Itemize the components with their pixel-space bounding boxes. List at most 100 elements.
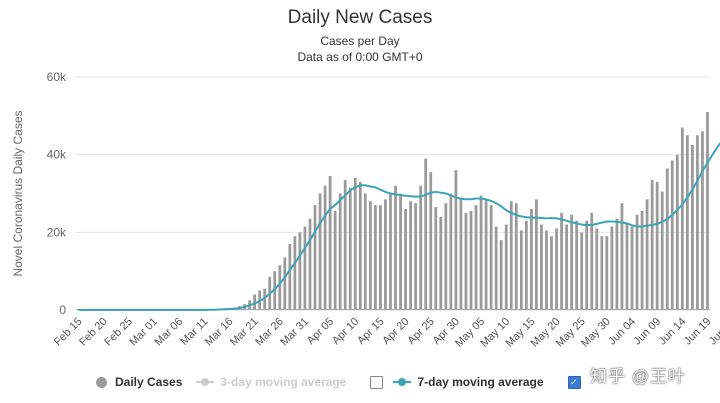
bar [358, 181, 362, 310]
watermark: 知乎 @王叶 [590, 367, 686, 386]
bar [540, 224, 543, 310]
bar [363, 193, 367, 310]
bar [565, 224, 568, 310]
bar [414, 203, 418, 310]
bar [328, 176, 332, 310]
x-tick-label: Apr 05 [305, 316, 336, 347]
x-tick-label: Apr 10 [330, 316, 361, 347]
chart-title: Daily New Cases [287, 7, 433, 28]
bar [701, 131, 704, 310]
x-tick-label: Jun 09 [631, 316, 663, 348]
bar [680, 127, 684, 310]
bar [298, 232, 302, 310]
x-tick-label: Apr 20 [380, 316, 411, 347]
bar [509, 201, 513, 310]
bar [449, 193, 453, 310]
bar [348, 187, 352, 310]
bar [519, 230, 523, 310]
bar [333, 210, 337, 310]
bar [308, 218, 312, 310]
bar [514, 203, 518, 310]
bar [389, 193, 392, 310]
x-tick-label: Jun 04 [606, 316, 638, 348]
bar [469, 210, 473, 310]
bar [404, 209, 407, 310]
bar [560, 212, 563, 310]
bar [479, 195, 483, 310]
x-tick-label: Apr 25 [405, 316, 436, 347]
bar [474, 205, 478, 310]
bar [595, 228, 599, 310]
bar [645, 199, 649, 310]
bar [384, 199, 387, 310]
legend-3day-average-symbol [196, 377, 215, 387]
legend-3day-average-label: 3-day moving average [220, 375, 347, 389]
bar [454, 170, 458, 310]
bar [524, 220, 528, 310]
bar [459, 197, 463, 310]
legend-daily-cases-symbol [96, 376, 107, 388]
7day-average-checkbox[interactable]: ✓ [567, 375, 581, 389]
bar [545, 230, 548, 310]
x-tick-label: Mar 06 [153, 316, 186, 349]
legend-7day-average-label: 7-day moving average [417, 375, 544, 389]
y-axis-label: Novel Coronavirus Daily Cases [11, 110, 25, 276]
bar [489, 205, 493, 310]
x-tick-label: Apr 15 [355, 316, 386, 347]
chart-subtitle: Cases per Day [320, 34, 400, 48]
bar [660, 191, 664, 310]
bar [263, 288, 267, 310]
bar [424, 158, 428, 310]
bar [600, 236, 604, 310]
bar [529, 209, 533, 310]
bar [665, 168, 669, 310]
bar [635, 214, 639, 310]
legend-7day-average[interactable]: 7-day moving average [393, 375, 544, 389]
bar [379, 205, 382, 310]
bar [353, 177, 357, 310]
x-tick-label: Jun 19 [682, 316, 714, 348]
bar [409, 201, 412, 310]
3day-average-checkbox[interactable] [370, 375, 384, 389]
bar [394, 185, 397, 310]
y-tick-label: 0 [59, 303, 66, 317]
bar [696, 135, 699, 310]
bar [535, 199, 538, 310]
bar [313, 205, 317, 310]
bar [434, 207, 438, 310]
bar [650, 179, 654, 310]
legend-daily-cases-label: Daily Cases [115, 375, 183, 389]
bar [444, 203, 448, 310]
bar [555, 228, 558, 310]
bar [691, 144, 694, 310]
bar [494, 226, 498, 310]
bar [303, 226, 307, 310]
bar [253, 294, 257, 310]
legend-daily-cases[interactable]: Daily Cases [96, 375, 182, 389]
bar [368, 201, 372, 310]
bar [318, 193, 322, 310]
x-tick-label: Jun 14 [657, 316, 689, 348]
bar [293, 236, 297, 310]
bar [499, 240, 503, 310]
bar [610, 226, 614, 310]
legend-7day-average-symbol [393, 377, 412, 387]
bar [283, 257, 287, 310]
bar [570, 214, 574, 310]
bar [670, 160, 674, 310]
bar [620, 203, 624, 310]
y-tick-label: 20k [47, 225, 67, 239]
bar [575, 220, 579, 310]
bar [706, 111, 709, 310]
bar [338, 193, 342, 310]
bar [615, 218, 619, 310]
bar [399, 193, 402, 310]
y-tick-label: 60k [47, 70, 67, 84]
legend-3day-average[interactable]: 3-day moving average [196, 375, 346, 389]
bar [343, 179, 347, 310]
bar [419, 185, 423, 310]
bar [278, 265, 282, 310]
bar [550, 236, 553, 310]
bar [655, 181, 659, 310]
